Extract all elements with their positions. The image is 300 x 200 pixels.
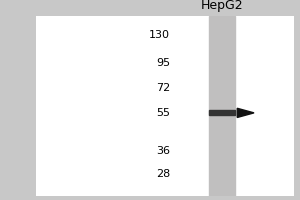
Polygon shape: [237, 108, 254, 117]
Text: 95: 95: [156, 58, 170, 68]
Text: 130: 130: [149, 30, 170, 40]
Text: 28: 28: [156, 169, 170, 179]
Text: 36: 36: [156, 146, 170, 156]
Text: 55: 55: [156, 108, 170, 118]
Text: HepG2: HepG2: [200, 0, 243, 12]
Bar: [209, 16, 235, 196]
Text: 72: 72: [156, 83, 170, 93]
Bar: [209, 110, 235, 115]
